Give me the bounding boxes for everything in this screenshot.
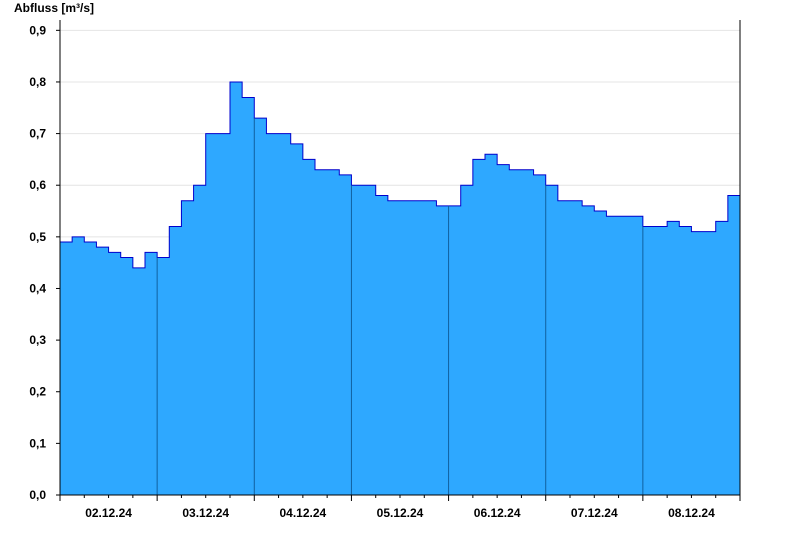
x-tick-label: 03.12.24 [182,506,229,520]
y-tick-label: 0,6 [29,178,46,192]
x-tick-label: 06.12.24 [474,506,521,520]
y-tick-label: 0,4 [29,281,46,295]
y-tick-label: 0,5 [29,230,46,244]
x-tick-label: 07.12.24 [571,506,618,520]
x-tick-label: 05.12.24 [377,506,424,520]
x-tick-label: 04.12.24 [279,506,326,520]
y-tick-label: 0,9 [29,23,46,37]
y-tick-label: 0,3 [29,333,46,347]
x-tick-label: 02.12.24 [85,506,132,520]
y-tick-label: 0,7 [29,127,46,141]
y-tick-label: 0,1 [29,436,46,450]
area-line [60,81,740,269]
y-tick-label: 0,2 [29,385,46,399]
area [60,81,740,496]
y-tick-label: 0,0 [29,488,46,502]
x-tick-label: 08.12.24 [668,506,715,520]
y-axis-label: Abfluss [m³/s] [14,1,94,15]
y-tick-label: 0,8 [29,75,46,89]
